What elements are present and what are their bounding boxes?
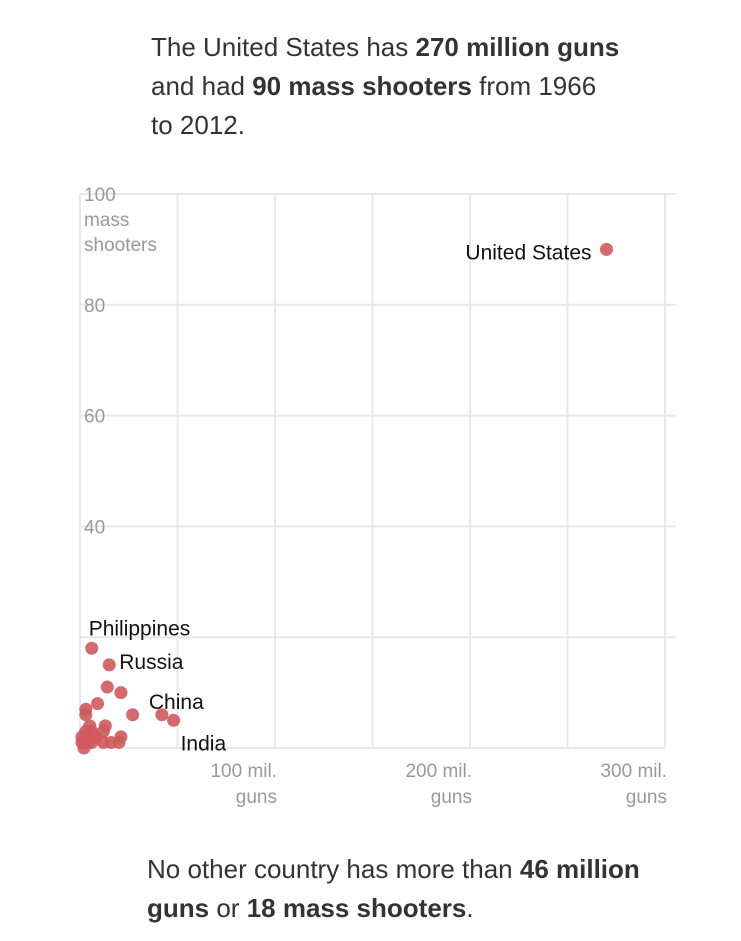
grid-lines <box>79 193 676 749</box>
headline-text-2: and had <box>151 71 253 101</box>
data-point <box>87 730 101 744</box>
data-point <box>98 719 112 733</box>
point-labels: United States Philippines Russia China India <box>89 241 592 755</box>
data-point <box>91 697 105 711</box>
point-label: United States <box>465 241 591 264</box>
footer-text-2: or <box>209 893 247 923</box>
point-label: China <box>149 691 204 714</box>
headline-text-1: The United States has <box>151 32 416 62</box>
footer-guns-figure: 46 million guns <box>147 854 640 923</box>
headline-text-3: from 1966 to 2012. <box>151 71 597 140</box>
footer-text-1: No other country has more than <box>147 854 520 884</box>
headline-shooters-figure: 90 mass shooters <box>252 71 472 101</box>
x-tick-label: 100 mil. <box>210 761 277 782</box>
y-axis-label: mass <box>84 210 129 231</box>
data-point <box>155 708 169 722</box>
data-point <box>600 242 613 256</box>
data-point <box>167 713 181 727</box>
chart-headline: The United States has 270 million guns a… <box>151 28 621 145</box>
data-point <box>114 686 128 700</box>
x-tick-label: guns <box>431 787 472 808</box>
x-tick-label: guns <box>626 787 667 808</box>
data-point <box>79 708 93 722</box>
data-point <box>83 719 97 733</box>
point-label: India <box>181 732 227 755</box>
point-label: Philippines <box>89 617 191 640</box>
y-axis-label: shooters <box>84 235 157 256</box>
data-point <box>85 641 99 655</box>
y-tick-label: 100 <box>84 185 116 206</box>
data-point <box>77 741 91 755</box>
axis-ticks: 100 80 60 40 mass shooters 100 mil. guns 200 mil… <box>84 185 667 808</box>
data-point <box>100 680 114 694</box>
chart-footnote: No other country has more than 46 millio… <box>147 850 707 928</box>
footer-text-3: . <box>466 893 474 923</box>
y-tick-label: 60 <box>84 407 105 428</box>
footer-shooters-figure: 18 mass shooters <box>246 893 467 923</box>
data-points <box>75 242 613 755</box>
data-point <box>126 708 140 722</box>
y-tick-label: 40 <box>84 517 105 538</box>
data-point <box>102 658 116 672</box>
point-label: Russia <box>119 651 184 674</box>
y-tick-label: 80 <box>84 296 105 317</box>
data-point <box>104 735 118 749</box>
headline-guns-figure: 270 million guns <box>415 32 620 62</box>
x-tick-label: 200 mil. <box>405 761 472 782</box>
x-tick-label: guns <box>236 787 277 808</box>
x-tick-label: 300 mil. <box>600 761 667 782</box>
